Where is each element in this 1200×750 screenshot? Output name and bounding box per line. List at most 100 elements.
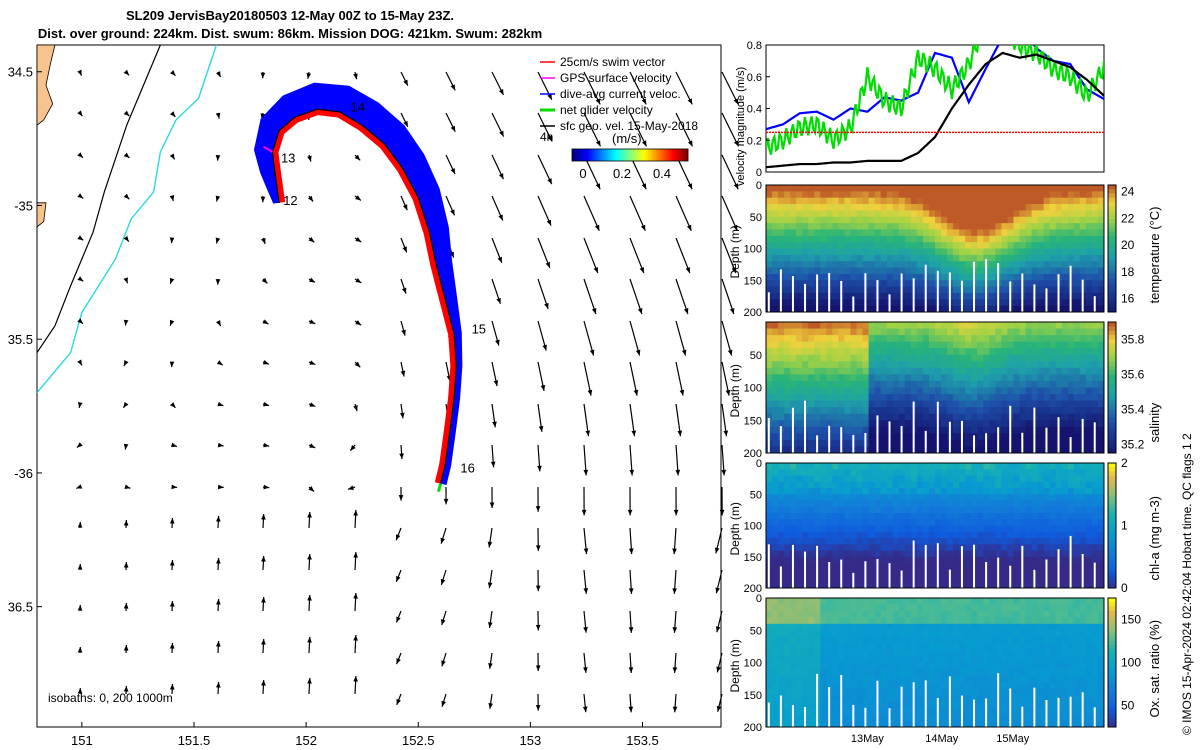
section-cell [886, 488, 894, 495]
section-cell [1031, 210, 1039, 218]
section-cell [892, 420, 900, 428]
section-cell [941, 361, 948, 369]
section-cell [1091, 197, 1099, 205]
geo-arrow-head [350, 445, 356, 451]
dive-gap [948, 421, 951, 453]
section-cell [796, 413, 803, 421]
section-cell [832, 305, 839, 313]
section-cell [796, 519, 803, 526]
section-cbar-tick: 35.2 [1121, 437, 1145, 451]
section-cell [1073, 475, 1081, 483]
section-cell [1067, 216, 1075, 224]
map-colorbar-cell [624, 149, 627, 161]
section-cell [904, 354, 912, 362]
section-cell [886, 610, 894, 618]
section-cell [959, 223, 966, 230]
section-cell [892, 694, 900, 702]
section-cell [850, 630, 858, 638]
section-cell [868, 475, 876, 483]
section-cell [844, 400, 851, 408]
section-cell [838, 643, 845, 651]
geo-arrow-head [487, 541, 493, 548]
section-cell [953, 400, 960, 408]
legend-entry: sfc geo. vel. 15-May-2018 [560, 119, 698, 133]
section-cell [1043, 210, 1051, 218]
section-cell [868, 248, 876, 256]
section-cell [862, 229, 870, 237]
section-cell [1085, 420, 1093, 428]
section-cell [1037, 446, 1045, 454]
section-cell [814, 519, 821, 526]
section-cell [820, 581, 827, 589]
section-cell [844, 694, 851, 702]
section-cell [856, 223, 864, 230]
section-cell [910, 242, 918, 249]
section-cell [1049, 341, 1057, 349]
section-cell [1013, 248, 1020, 256]
section-cell [874, 400, 882, 408]
section-cell [1019, 513, 1027, 520]
section-cell [844, 556, 851, 564]
geo-arrow-head [215, 279, 221, 285]
section-cell [928, 292, 936, 300]
section-cell [886, 494, 894, 501]
section-cell [928, 286, 936, 294]
section-cell [983, 506, 990, 514]
section-cell [880, 707, 888, 715]
section-cell [1055, 254, 1063, 262]
section-cell [953, 675, 960, 683]
dive-gap [924, 430, 927, 453]
section-cell [1031, 328, 1039, 336]
section-cell [820, 707, 827, 715]
section-cell [953, 656, 960, 663]
geo-arrow-head [353, 510, 358, 516]
section-cell [1061, 426, 1069, 434]
section-cell [928, 235, 936, 243]
geo-arrow-head [170, 402, 176, 408]
section-cell [826, 229, 833, 237]
section-cell [941, 267, 948, 275]
section-cell [898, 481, 906, 489]
section-cell [826, 413, 833, 421]
section-cell [989, 374, 996, 382]
section-cell [766, 216, 773, 224]
section-cell [1025, 328, 1033, 336]
section-cell [1025, 248, 1033, 256]
section-cell [1091, 506, 1099, 514]
geo-arrow [583, 237, 599, 274]
dive-gap [791, 276, 794, 312]
section-cell [941, 413, 948, 421]
section-cell [784, 433, 791, 441]
geo-arrow [583, 361, 592, 396]
section-cell [1055, 223, 1063, 230]
section-cell [886, 481, 894, 489]
section-cell [995, 513, 1002, 520]
section-cell [772, 341, 779, 349]
section-cell [971, 531, 978, 539]
geo-arrow-head [633, 389, 639, 396]
section-cell [838, 367, 845, 375]
geo-arrow-head [77, 69, 82, 76]
section-cell [928, 649, 936, 657]
section-cell [1061, 261, 1069, 269]
dive-gap [960, 546, 963, 588]
section-cell [880, 267, 888, 275]
section-cell [796, 569, 803, 576]
section-cell [862, 254, 870, 262]
section-cell [886, 630, 894, 638]
section-cell [808, 581, 815, 589]
section-cell [766, 280, 773, 288]
section-cell [1067, 248, 1075, 256]
section-cell [766, 656, 773, 663]
section-cell [874, 481, 882, 489]
section-cell [862, 643, 870, 651]
legend-entry: 25cm/s swim vector [560, 55, 665, 69]
section-cell [904, 400, 912, 408]
section-cell [1031, 519, 1039, 526]
section-cell [814, 361, 821, 369]
section-colorbar-cell [1108, 326, 1116, 332]
section-cell [820, 556, 827, 564]
section-cell [796, 675, 803, 683]
section-cell [1073, 488, 1081, 495]
section-cell [868, 563, 876, 570]
